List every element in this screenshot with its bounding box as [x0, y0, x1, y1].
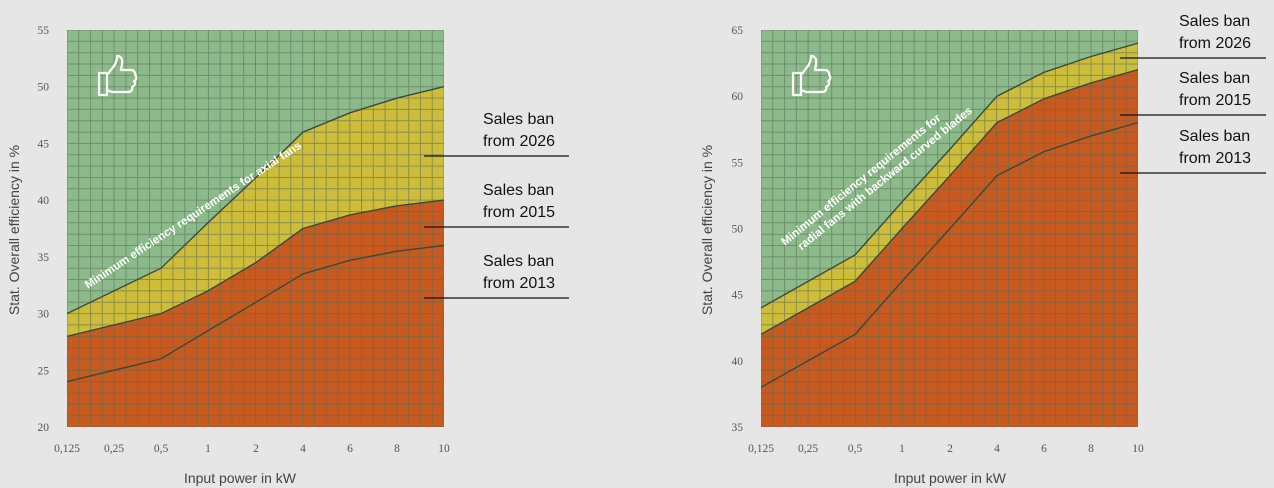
y-tick-label: 55 [732, 157, 744, 169]
y-tick-label: 65 [732, 25, 744, 37]
y-tick-label: 35 [38, 252, 50, 264]
y-tick-labels: 35 40 45 50 55 60 65 [732, 25, 744, 434]
y-tick-label: 45 [732, 290, 744, 302]
grid-lines [761, 30, 1138, 427]
x-axis-label: Input power in kW [184, 470, 297, 486]
x-tick-labels: 0,125 0,25 0,5 1 2 4 6 8 10 [54, 443, 450, 455]
y-tick-label: 25 [38, 365, 50, 377]
series-line-1 [67, 199, 444, 337]
x-tick-label: 10 [1132, 443, 1144, 455]
y-tick-label: 50 [732, 224, 744, 236]
thumbs-up-icon [791, 54, 832, 97]
callout-line2: from 2026 [1179, 35, 1251, 52]
y-tick-label: 30 [38, 309, 50, 321]
y-tick-label: 60 [732, 91, 744, 103]
callout-line1: Sales ban [1179, 13, 1250, 30]
y-tick-label: 55 [38, 25, 50, 37]
chart-radial-fans: 35 40 45 50 55 60 65 0,125 0,25 0,5 1 2 4 6 8 10 Stat.… [699, 13, 1266, 486]
x-tick-label: 4 [994, 443, 1000, 455]
x-tick-label: 0,25 [104, 443, 124, 455]
x-tick-label: 8 [1088, 443, 1094, 455]
x-tick-label: 2 [253, 443, 259, 455]
callout-line2: from 2013 [1179, 150, 1251, 167]
series-line-1 [761, 69, 1138, 336]
x-tick-label: 10 [438, 443, 450, 455]
series-line-0 [67, 86, 444, 315]
thumbs-up-icon [97, 54, 138, 97]
callout-line2: from 2015 [483, 204, 555, 221]
callout-line1: Sales ban [1179, 128, 1250, 145]
x-tick-label: 0,25 [798, 443, 818, 455]
x-tick-label: 8 [394, 443, 400, 455]
series-line-2 [761, 121, 1138, 388]
grid-lines [67, 30, 444, 427]
series-line-0 [761, 42, 1138, 309]
plot-layers [761, 30, 1138, 427]
x-tick-label: 0,5 [848, 443, 863, 455]
y-axis-label: Stat. Overall efficiency in % [699, 145, 715, 315]
plot-area [67, 30, 444, 427]
callout-line1: Sales ban [483, 253, 554, 270]
plot-layers [67, 30, 444, 427]
callout-line2: from 2015 [1179, 92, 1251, 109]
y-axis-label: Stat. Overall efficiency in % [6, 145, 22, 315]
plot-area [761, 30, 1138, 427]
x-tick-label: 1 [899, 443, 905, 455]
x-tick-labels: 0,125 0,25 0,5 1 2 4 6 8 10 [748, 443, 1144, 455]
chart-axial-fans: 20 25 30 35 40 45 50 55 0,125 0,25 0,5 1 2 4 6 8 10 Sta… [6, 25, 569, 486]
y-tick-label: 40 [732, 356, 744, 368]
y-tick-label: 45 [38, 138, 50, 150]
x-tick-label: 0,125 [748, 443, 774, 455]
x-tick-label: 6 [347, 443, 353, 455]
callout-2015: Sales ban from 2015 [1120, 70, 1266, 116]
y-tick-labels: 20 25 30 35 40 45 50 55 [38, 25, 50, 434]
x-tick-label: 2 [947, 443, 953, 455]
callout-2013: Sales ban from 2013 [1120, 128, 1266, 174]
callout-2026: Sales ban from 2026 [424, 111, 569, 157]
y-tick-label: 20 [38, 422, 50, 434]
x-axis-label: Input power in kW [894, 470, 1007, 486]
x-tick-label: 4 [300, 443, 306, 455]
callout-2015: Sales ban from 2015 [424, 182, 569, 228]
y-tick-label: 40 [38, 195, 50, 207]
x-tick-label: 0,5 [154, 443, 169, 455]
callout-2026: Sales ban from 2026 [1120, 13, 1266, 59]
x-tick-label: 1 [205, 443, 211, 455]
x-tick-label: 6 [1041, 443, 1047, 455]
callout-line2: from 2013 [483, 275, 555, 292]
x-tick-label: 0,125 [54, 443, 80, 455]
callout-line1: Sales ban [1179, 70, 1250, 87]
callout-2013: Sales ban from 2013 [424, 253, 569, 299]
callout-line1: Sales ban [483, 182, 554, 199]
callout-line1: Sales ban [483, 111, 554, 128]
callout-line2: from 2026 [483, 133, 555, 150]
y-tick-label: 35 [732, 422, 744, 434]
y-tick-label: 50 [38, 82, 50, 94]
series-line-2 [67, 244, 444, 383]
